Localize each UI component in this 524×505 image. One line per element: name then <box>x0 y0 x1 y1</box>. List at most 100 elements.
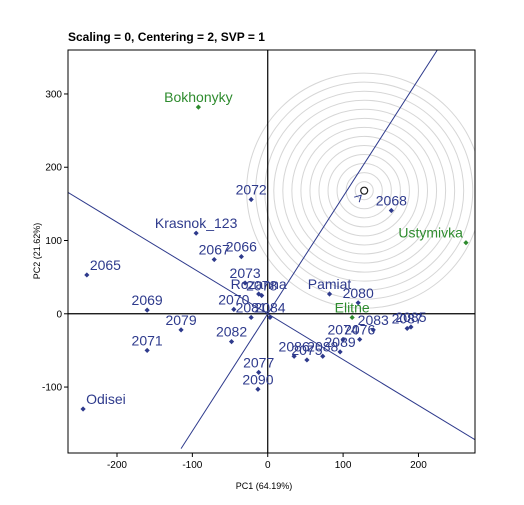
genotype-label: 2082 <box>216 324 247 340</box>
environment-label: Ustymivka <box>398 225 463 241</box>
x-tick-label: 200 <box>410 460 427 471</box>
genotype-point <box>144 347 150 354</box>
genotype-label: 2083 <box>358 312 389 328</box>
genotype-label: 2074 <box>328 321 359 337</box>
ideal-ring <box>264 90 465 291</box>
environment-label: Bokhonyky <box>164 89 232 105</box>
genotype-label: Odisei <box>86 391 126 407</box>
ideal-ring <box>291 117 438 264</box>
genotype-label: 2081 <box>236 299 267 315</box>
genotype-point <box>238 254 244 260</box>
ideal-ring <box>327 154 401 228</box>
environment-point <box>195 104 201 110</box>
genotype-label: 2079 <box>165 312 196 328</box>
x-tick-label: -200 <box>107 460 127 471</box>
genotype-point <box>255 386 261 392</box>
genotype-point <box>248 314 254 321</box>
genotype-label: 2069 <box>132 292 163 308</box>
genotype-label: 2070 <box>218 291 249 307</box>
genotype-label: 2088 <box>307 338 338 354</box>
genotype-label: 2072 <box>236 181 267 197</box>
plot-frame <box>67 49 476 454</box>
genotype-label: 2090 <box>242 371 273 387</box>
y-tick-label: 300 <box>45 89 62 100</box>
genotype-point <box>248 196 254 203</box>
genotype-point <box>211 256 217 263</box>
genotype-point <box>326 291 333 297</box>
genotype-point <box>320 353 326 359</box>
genotype-point <box>84 272 90 278</box>
genotype-point <box>357 336 363 343</box>
y-tick-label: -100 <box>42 383 62 394</box>
ideal-ring <box>345 172 383 210</box>
genotype-label: 2078 <box>246 277 277 293</box>
ideal-ring <box>246 72 475 309</box>
genotype-label: 2065 <box>90 257 121 273</box>
chart-title: Scaling = 0, Centering = 2, SVP = 1 <box>68 30 265 44</box>
ideal-ring <box>354 181 374 201</box>
ideal-ring <box>282 108 447 273</box>
ideal-point-marker <box>360 186 369 195</box>
genotype-label: 2084 <box>254 299 285 315</box>
average-environment-axis <box>180 50 438 449</box>
y-tick-label: 0 <box>56 309 62 320</box>
genotype-label: 2066 <box>226 239 257 255</box>
genotype-point <box>267 314 273 321</box>
genotype-label: Rozanna <box>231 276 287 292</box>
genotype-point <box>291 353 297 359</box>
axis-ticks: -200 -100 0 100 200 -100 0 100 200 300 <box>42 89 427 471</box>
perpendicular-axis <box>68 191 475 441</box>
genotype-point <box>355 300 361 306</box>
genotype-label: 2075 <box>291 342 322 358</box>
genotype-point <box>228 339 235 345</box>
genotype-point <box>388 207 394 214</box>
genotype-point <box>256 291 262 297</box>
genotype-label: 2071 <box>132 332 163 348</box>
biplot-axes <box>68 50 475 453</box>
genotype-point <box>340 336 346 343</box>
ideal-ring <box>309 135 419 246</box>
genotype-point <box>178 327 184 333</box>
genotype-point <box>256 369 262 375</box>
genotype-label: 2073 <box>230 265 261 281</box>
genotype-point <box>144 307 150 313</box>
ideal-ring <box>300 126 429 255</box>
genotype-point <box>404 325 410 332</box>
genotype-point <box>304 357 310 363</box>
x-tick-label: 0 <box>265 460 271 471</box>
genotype-point <box>231 306 237 312</box>
genotype-label: 2068 <box>376 192 407 208</box>
environment-point <box>463 240 469 246</box>
x-tick-label: 100 <box>335 460 352 471</box>
genotype-label: 2076 <box>344 321 375 337</box>
y-axis-label: PC2 (21.62%) <box>32 223 42 280</box>
y-tick-label: 100 <box>45 236 62 247</box>
y-tick-label: 200 <box>45 163 62 174</box>
genotype-label: Krasnok_123 <box>155 215 238 231</box>
x-axis-label: PC1 (64.19%) <box>236 481 293 491</box>
genotype-point <box>337 349 343 355</box>
x-tick-label: -100 <box>182 460 202 471</box>
genotype-label: 2089 <box>325 334 356 350</box>
genotype-label: 2067 <box>199 242 230 258</box>
ideal-ring <box>336 163 392 219</box>
genotype-label: 2086 <box>279 338 310 354</box>
ideal-rings <box>246 72 475 309</box>
environment-point <box>349 314 355 321</box>
genotype-label: 2087 <box>392 310 423 326</box>
average-axis-arrow <box>354 194 362 203</box>
genotype-label: 2077 <box>243 354 274 370</box>
environment-label: Elitne <box>335 299 370 315</box>
ideal-ring <box>255 81 474 300</box>
genotype-label: 2085 <box>395 309 426 325</box>
genotype-point <box>80 406 86 412</box>
ideal-ring <box>273 99 456 282</box>
genotype-point <box>193 230 199 236</box>
genotype-point <box>408 324 414 330</box>
genotype-label: Pamiat <box>308 276 352 292</box>
genotype-label: 2080 <box>343 285 374 301</box>
genotype-point <box>242 280 248 286</box>
ideal-ring <box>318 144 410 237</box>
genotype-point <box>370 327 376 333</box>
